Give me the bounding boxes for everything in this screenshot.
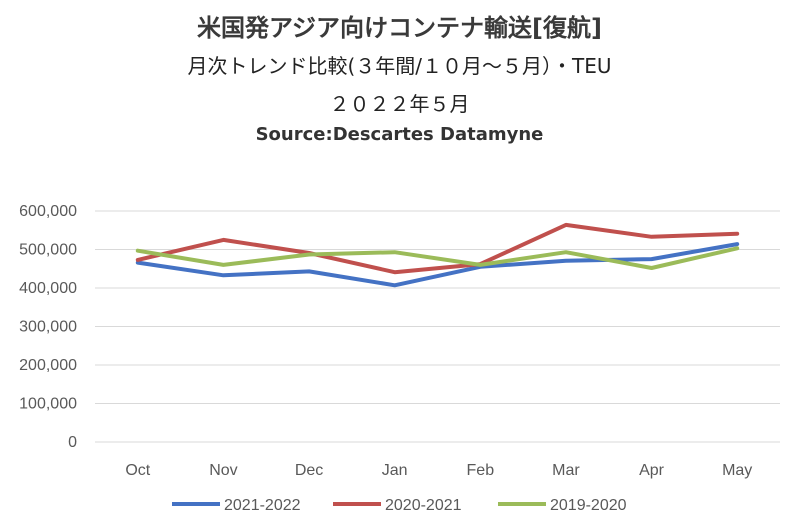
legend-label: 2021-2022 xyxy=(224,497,301,514)
y-tick-label: 200,000 xyxy=(19,357,77,374)
gridlines xyxy=(95,210,780,443)
x-tick-label: Oct xyxy=(125,462,150,479)
y-tick-label: 0 xyxy=(68,434,77,451)
chart-source: Source:Descartes Datamyne xyxy=(255,124,544,145)
series-lines xyxy=(135,222,740,288)
y-tick-label: 100,000 xyxy=(19,396,77,413)
y-tick-label: 400,000 xyxy=(19,280,77,297)
series-line-2021-2022 xyxy=(135,242,740,288)
chart-subtitle: 月次トレンド比較(３年間/１０月～５月）・TEU xyxy=(187,54,612,78)
series-line-2019-2020 xyxy=(135,246,740,270)
x-tick-label: Nov xyxy=(209,462,237,479)
y-tick-label: 500,000 xyxy=(19,242,77,259)
x-tick-label: Dec xyxy=(295,462,323,479)
x-tick-label: Mar xyxy=(552,462,580,479)
x-axis-ticks: Oct Nov Dec Jan Feb Mar Apr May xyxy=(125,462,752,479)
chart-date: ２０２２年５月 xyxy=(329,92,470,116)
legend-label: 2019-2020 xyxy=(550,497,627,514)
legend-label: 2020-2021 xyxy=(385,497,462,514)
series-line-2020-2021 xyxy=(135,222,740,275)
x-tick-label: Feb xyxy=(467,462,495,479)
y-tick-label: 300,000 xyxy=(19,319,77,336)
y-tick-label: 600,000 xyxy=(19,203,77,220)
chart-title: 米国発アジア向けコンテナ輸送[復航] xyxy=(197,14,602,42)
x-tick-label: Jan xyxy=(382,462,408,479)
legend: 2021-2022 2020-2021 2019-2020 xyxy=(172,497,627,514)
x-tick-label: Apr xyxy=(639,462,665,479)
x-tick-label: May xyxy=(722,462,752,479)
y-axis-ticks: 0 100,000 200,000 300,000 400,000 500,000 600,… xyxy=(19,203,77,451)
